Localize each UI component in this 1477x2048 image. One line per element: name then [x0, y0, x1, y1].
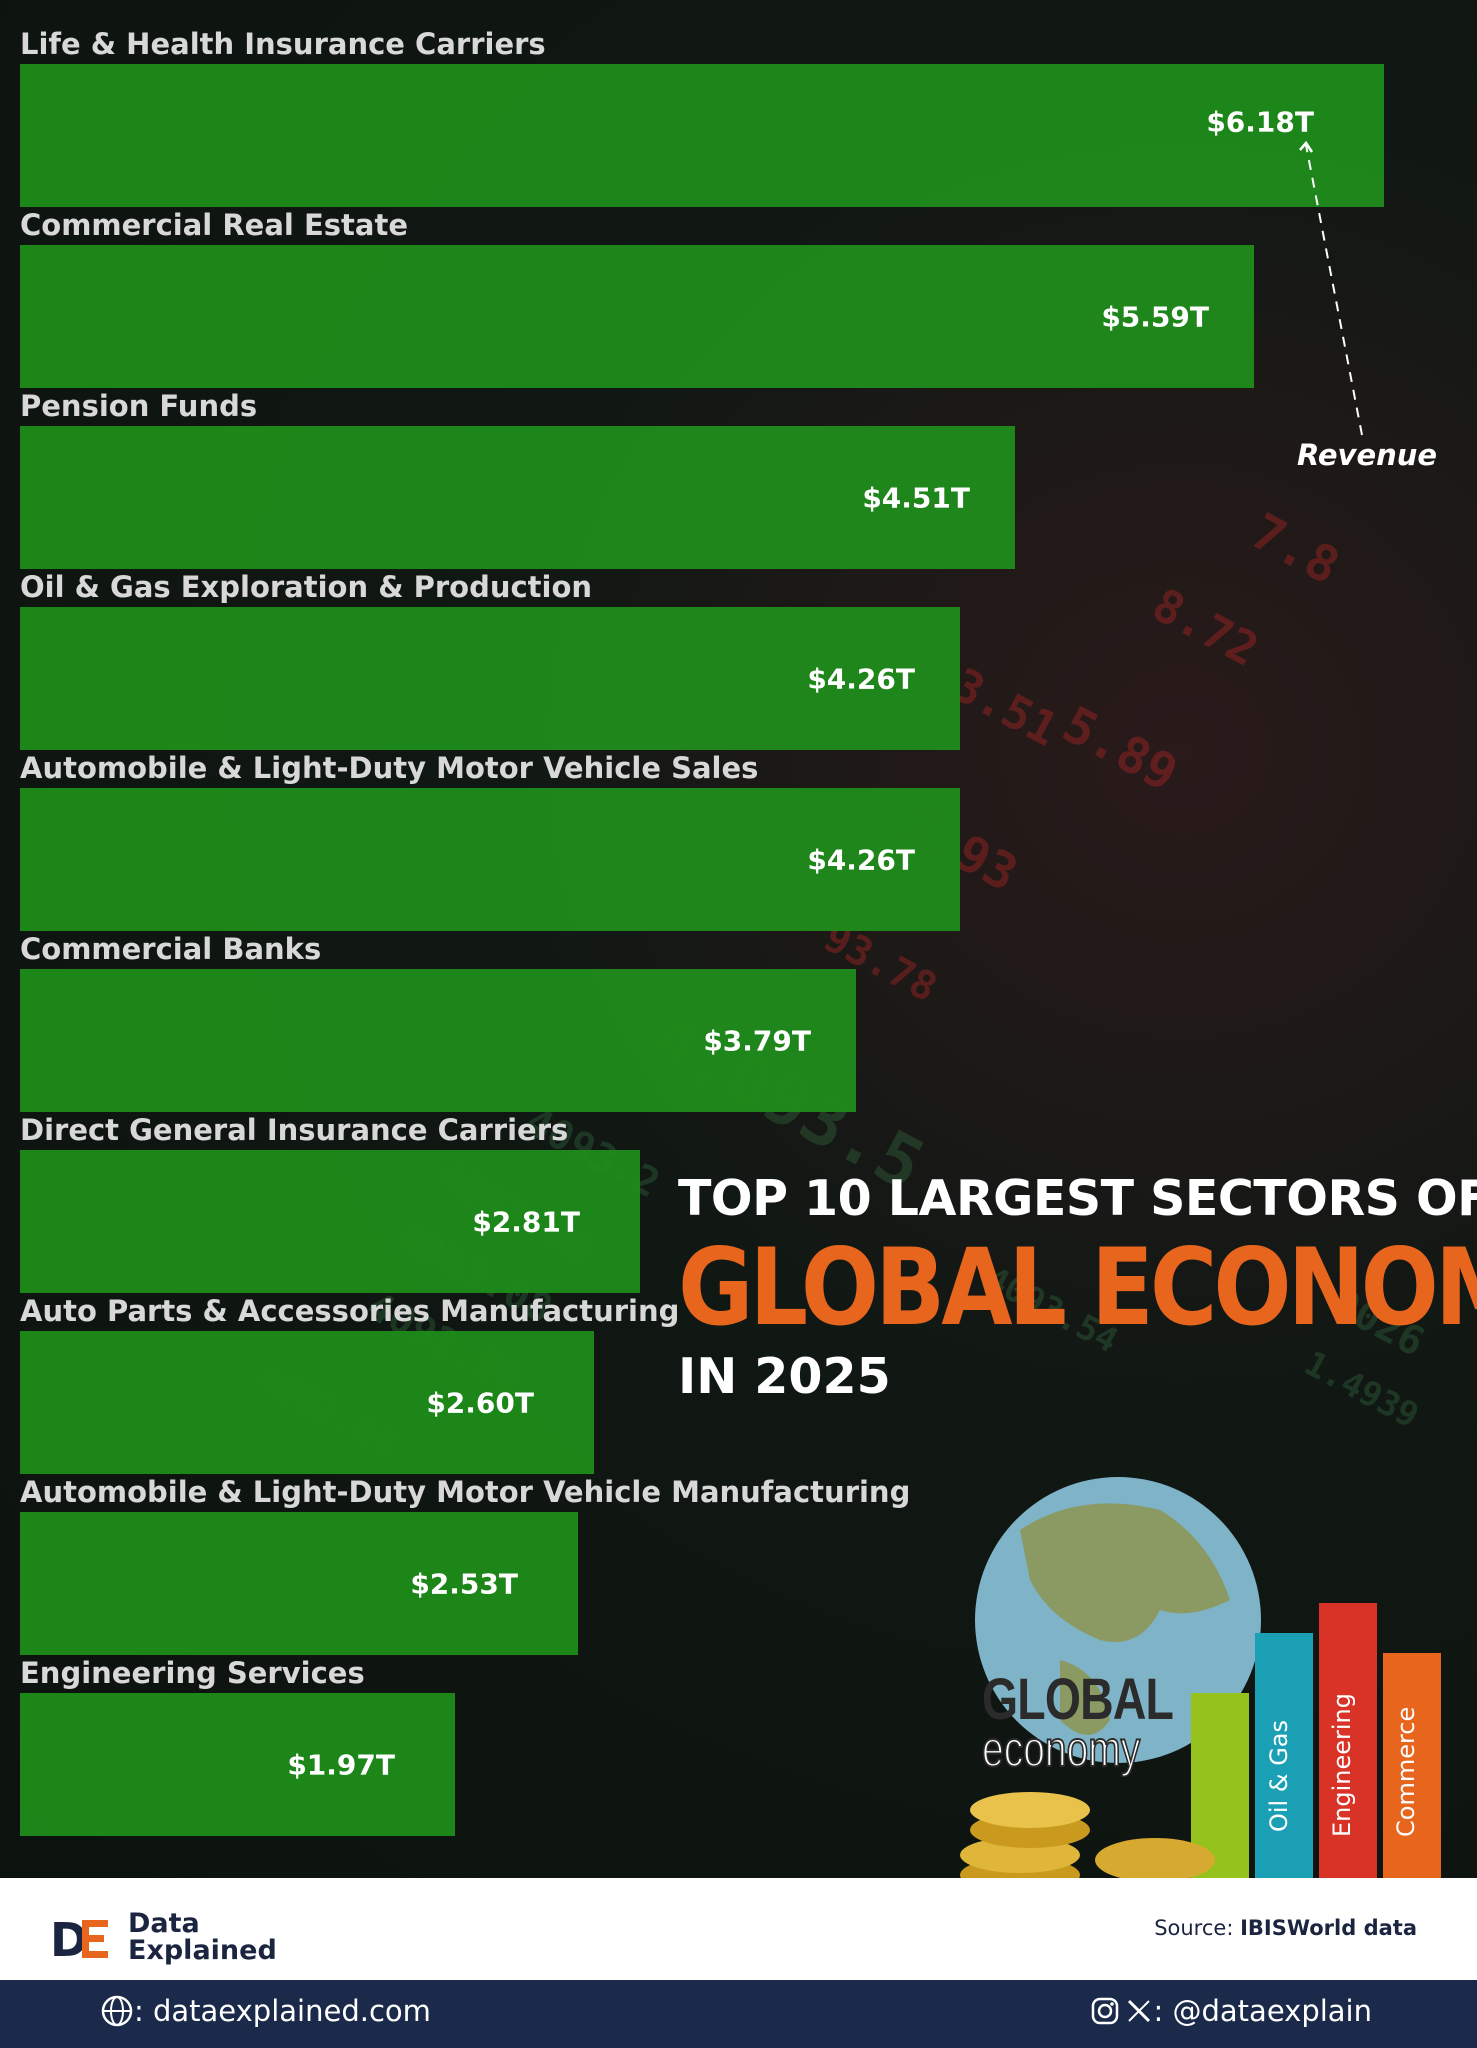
brand-logo[interactable]: D Data Explained — [50, 1910, 277, 1964]
bar — [20, 788, 960, 931]
category-label: Direct General Insurance Carriers — [20, 1113, 568, 1147]
bar — [20, 1512, 578, 1655]
website-text: : dataexplained.com — [134, 1994, 431, 2028]
brand-name-line-1: Data — [128, 1908, 200, 1939]
pillar-label-engineering: Engineering — [1328, 1693, 1356, 1837]
title-block: TOP 10 LARGEST SECTORS OF GLOBAL ECONOMY… — [678, 1170, 1477, 1405]
teal-pillar — [1255, 1633, 1313, 1878]
revenue-annotation-text: Revenue — [1297, 438, 1437, 472]
globe-and-bars-graphic — [960, 1477, 1441, 1878]
bar — [20, 969, 856, 1112]
infographic-canvas: 4,093.54093.24093.094093.084092.964092.9… — [0, 0, 1477, 1878]
social-handle[interactable]: : @dataexplain — [1090, 1994, 1372, 2028]
website-link[interactable]: : dataexplained.com — [100, 1994, 431, 2028]
source-label: Source: — [1154, 1916, 1234, 1940]
bar-value-label: $4.26T — [807, 844, 915, 877]
coin-icon — [1095, 1838, 1215, 1878]
bar-value-label: $2.60T — [426, 1387, 534, 1420]
bar-value-label: $2.81T — [472, 1206, 580, 1239]
category-label: Oil & Gas Exploration & Production — [20, 570, 592, 604]
footer: D Data Explained Source: IBISWorld data … — [0, 1878, 1477, 2048]
category-label: Engineering Services — [20, 1656, 365, 1690]
category-label: Life & Health Insurance Carriers — [20, 27, 546, 61]
bar — [20, 245, 1254, 388]
brand-name-line-2: Explained — [128, 1935, 277, 1966]
bar-value-label: $3.79T — [703, 1025, 811, 1058]
x-icon — [1127, 1999, 1150, 2023]
bar-value-label: $4.26T — [807, 663, 915, 696]
source-value: IBISWorld data — [1240, 1916, 1417, 1940]
footer-bar: : dataexplained.com : @dataexplain — [0, 1980, 1477, 2048]
title-line-2: GLOBAL ECONOMY — [678, 1226, 1477, 1350]
category-label: Auto Parts & Accessories Manufacturing — [20, 1294, 679, 1328]
source-note: Source: IBISWorld data — [1154, 1916, 1417, 1940]
bar — [20, 1693, 455, 1836]
red-pillar — [1319, 1603, 1377, 1878]
brand-name: Data Explained — [128, 1910, 277, 1964]
globe-label-economy: economy — [981, 1720, 1141, 1778]
bar-value-label: $1.97T — [287, 1749, 395, 1782]
logo-letter-d: D — [50, 1913, 88, 1962]
social-text: : @dataexplain — [1153, 1994, 1372, 2028]
bar — [20, 1150, 640, 1293]
bar-chart: Life & Health Insurance Carriers $6.18T Co… — [20, 27, 1437, 1836]
title-line-1: TOP 10 LARGEST SECTORS OF — [678, 1170, 1477, 1227]
global-economy-illustration: GLOBAL economy Oil & Gas Engineering Com… — [960, 1470, 1460, 1878]
orange-pillar — [1383, 1653, 1441, 1878]
pillar-label-oil-gas: Oil & Gas — [1265, 1719, 1293, 1832]
revenue-annotation: Revenue — [1297, 140, 1437, 472]
category-label: Automobile & Light-Duty Motor Vehicle Sa… — [20, 751, 758, 785]
bar-value-label: $5.59T — [1101, 301, 1209, 334]
bar — [20, 426, 1015, 569]
category-label: Automobile & Light-Duty Motor Vehicle Ma… — [20, 1475, 910, 1509]
category-label: Pension Funds — [20, 389, 257, 423]
bar — [20, 64, 1384, 207]
bar-value-label: $4.51T — [862, 482, 970, 515]
bar-value-label: $6.18T — [1206, 106, 1314, 139]
globe-label-global: GLOBAL — [982, 1667, 1174, 1732]
data-explained-logo-icon: D — [50, 1913, 108, 1962]
category-label: Commercial Real Estate — [20, 208, 408, 242]
bar-value-label: $2.53T — [410, 1568, 518, 1601]
bar — [20, 1331, 594, 1474]
title-line-3: IN 2025 — [678, 1347, 891, 1405]
revenue-arrow — [1305, 144, 1363, 436]
globe-icon — [101, 1995, 133, 2027]
revenue-arrowhead — [1299, 140, 1314, 153]
category-label: Commercial Banks — [20, 932, 321, 966]
instagram-icon — [1091, 1997, 1118, 2025]
footer-top: D Data Explained Source: IBISWorld data — [0, 1878, 1477, 1980]
bars-group: Life & Health Insurance Carriers $6.18T Co… — [20, 27, 1384, 1836]
bar — [20, 607, 960, 750]
pillar-label-commerce: Commerce — [1392, 1706, 1420, 1837]
